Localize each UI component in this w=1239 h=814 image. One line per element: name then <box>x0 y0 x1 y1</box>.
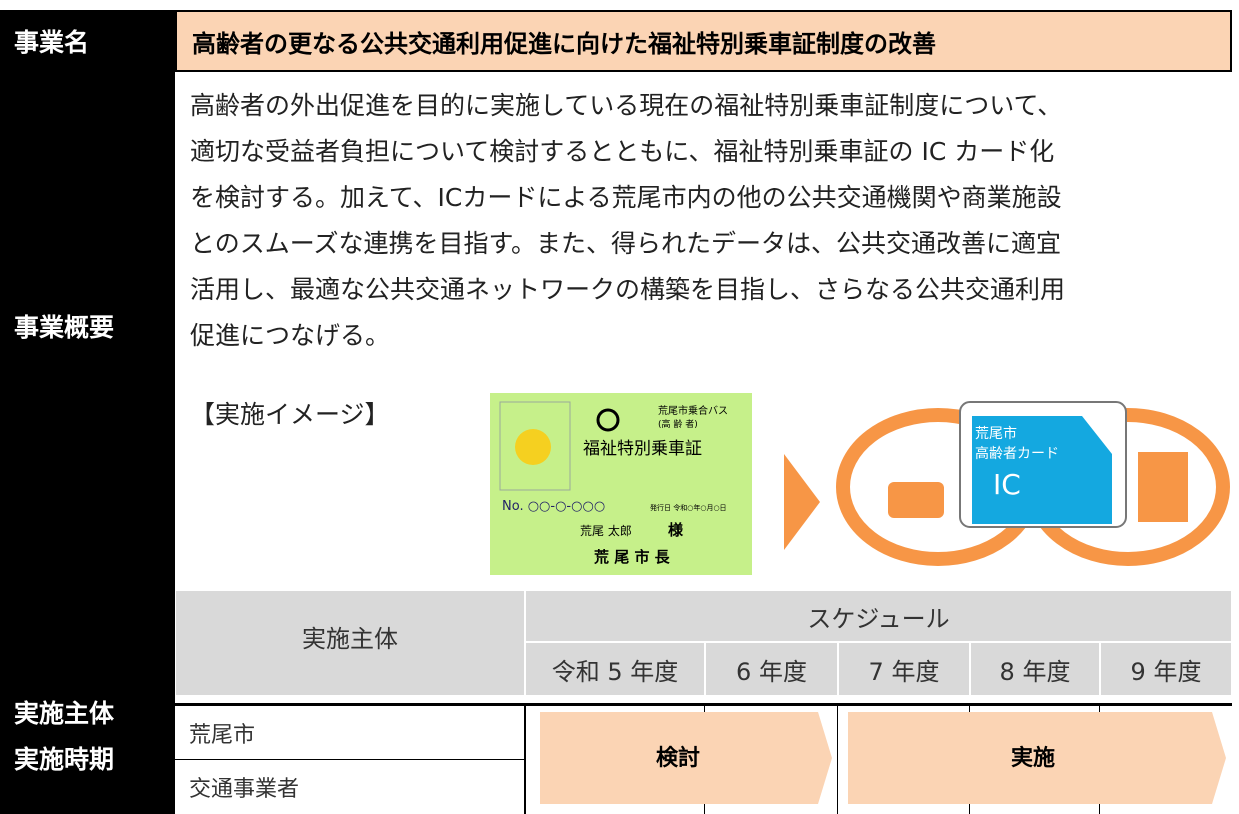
illustration: 荒尾市乗合バス (高 齢 者) 福祉特別乗車証 No. ○○-○-○○○ 発行日… <box>490 393 1230 575</box>
ic-card <box>972 416 1112 524</box>
card-type: (高 齢 者) <box>658 418 698 430</box>
card <box>490 393 752 575</box>
card-issued: 発行日 令和○年○月○日 <box>650 503 727 512</box>
year: 7 年度 <box>838 642 970 696</box>
card-name: 福祉特別乗車証 <box>583 439 702 459</box>
phase-arrow <box>848 712 1226 804</box>
overview-line: 活用し、最適な公共交通ネットワークの構築を目指し、さらなる公共交通利用 <box>190 275 1066 304</box>
overview-line: 促進につなげる。 <box>190 321 391 350</box>
year: 9 年度 <box>1100 642 1232 696</box>
divider <box>524 706 526 814</box>
divider <box>837 706 838 814</box>
overview-label: 事業概要 <box>0 72 175 580</box>
ic-text: IC <box>993 468 1021 501</box>
schedule-label-line: 実施主体 <box>14 699 115 728</box>
header-label: 事業名 <box>0 10 175 72</box>
card-number: No. ○○-○-○○○ <box>502 499 605 514</box>
shop-icon <box>1138 452 1188 522</box>
header-title: 高齢者の更なる公共交通利用促進に向けた福祉特別乗車証制度の改善 <box>175 10 1232 72</box>
phase-label: 検討 <box>656 745 700 771</box>
logo <box>596 408 620 432</box>
phases: 検討 実施 <box>540 712 1226 804</box>
entity: 荒尾市 <box>175 706 525 760</box>
mascot <box>515 429 551 465</box>
card-issuer: 荒尾市乗合バス <box>658 404 728 417</box>
bus-icon <box>888 482 944 518</box>
card-holder: 荒尾 太郎 <box>580 523 632 538</box>
card-honorific: 様 <box>668 521 684 539</box>
ic-name: 高齢者カード <box>975 445 1059 462</box>
phase-arrow <box>540 712 832 804</box>
arrow <box>784 454 820 550</box>
entity: 交通事業者 <box>189 777 300 802</box>
overview-line: を検討する。加えて、ICカードによる荒尾市内の他の公共交通機関や商業施設 <box>190 183 1062 212</box>
schedule-label: 実施主体 実施時期 <box>0 580 175 814</box>
overview-line: 高齢者の外出促進を目的に実施している現在の福祉特別乗車証制度について、 <box>190 91 1063 120</box>
ic-city: 荒尾市 <box>975 425 1017 442</box>
card-mayor: 荒 尾 市 長 <box>594 548 671 566</box>
card-photo <box>499 401 571 491</box>
overview-line: 適切な受益者負担について検討するとともに、福祉特別乗車証の IC カード化 <box>190 137 1055 166</box>
year: 8 年度 <box>970 642 1100 696</box>
entity-header: 実施主体 <box>175 590 525 696</box>
phase-label: 実施 <box>1011 745 1055 771</box>
overview-line: とのスムーズな連携を目指す。また、得られたデータは、公共交通改善に適宜 <box>190 229 1062 258</box>
image-label: 【実施イメージ】 <box>190 400 390 429</box>
rule <box>175 703 1232 706</box>
schedule-label-line: 実施時期 <box>14 745 115 774</box>
schedule-header: スケジュール <box>525 590 1232 642</box>
year: 6 年度 <box>705 642 838 696</box>
year: 令和 5 年度 <box>525 642 705 696</box>
